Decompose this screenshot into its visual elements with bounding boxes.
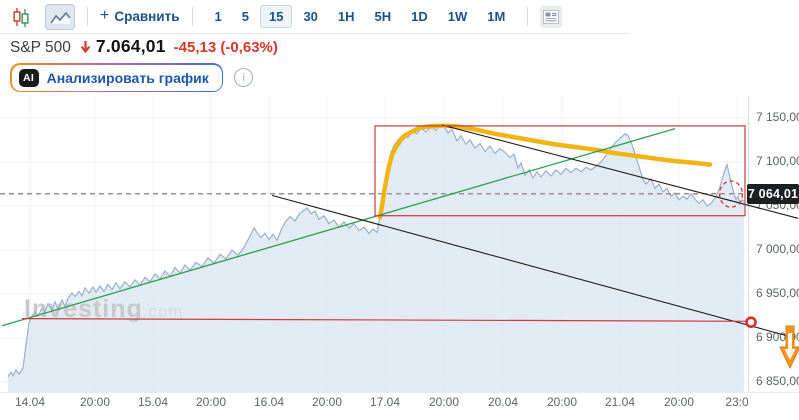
- candlestick-chart-icon[interactable]: [10, 6, 32, 28]
- timeframe-1d[interactable]: 1D: [411, 9, 428, 24]
- x-axis-tick-label: 20:00: [311, 395, 343, 409]
- timeframe-1m[interactable]: 1: [214, 9, 222, 24]
- toolbar-divider: [527, 7, 529, 26]
- x-axis-tick-label: 17.04: [369, 395, 401, 409]
- timeframe-15m[interactable]: 15: [259, 5, 293, 28]
- y-axis-tick-label: 7 150,00: [756, 110, 799, 124]
- chart-toolbar: + Сравнить 1 5 15 30 1H 5H 1D 1W 1M: [0, 0, 799, 33]
- timeframe-5h[interactable]: 5H: [374, 9, 392, 24]
- x-axis-tick-label: 15.04: [137, 395, 169, 409]
- quote-row: S&P 500 7.064,01 -45,13 (-0,63%): [10, 36, 278, 57]
- x-axis-tick-label: 16.04: [253, 395, 285, 409]
- analyze-chart-label: Анализировать график: [46, 69, 209, 86]
- news-panel-icon[interactable]: [540, 5, 563, 28]
- ai-row: AI Анализировать график i: [10, 63, 254, 92]
- compare-button[interactable]: + Сравнить: [100, 7, 180, 25]
- time-axis[interactable]: 14.04 20:00 15.04 20:00 16.04 20:00 17.04 20:00…: [0, 395, 799, 413]
- y-axis-tick-label: 6 950,00: [756, 286, 799, 300]
- price-down-arrow-icon: [80, 40, 91, 58]
- current-price-badge: 7 064,01: [747, 184, 799, 204]
- price-change: -45,13 (-0,63%): [173, 39, 278, 56]
- x-axis-tick-label: 14.04: [14, 395, 46, 409]
- area-chart-type-icon[interactable]: [45, 3, 75, 30]
- instrument-symbol: S&P 500: [10, 39, 71, 56]
- timeframe-1w[interactable]: 1W: [447, 9, 468, 24]
- x-axis-tick-label: 20:00: [428, 395, 460, 409]
- toolbar-divider: [87, 7, 88, 26]
- timeframe-1mo[interactable]: 1M: [487, 9, 506, 24]
- y-axis-tick-label: 7 000,00: [756, 242, 799, 256]
- timeframe-5m[interactable]: 5: [241, 9, 249, 24]
- x-axis-tick-label: 20:00: [195, 395, 227, 409]
- info-icon[interactable]: i: [234, 68, 254, 87]
- timeframe-30m[interactable]: 30: [303, 9, 318, 24]
- toolbar-bottom-border: [0, 33, 630, 34]
- x-axis-border: [0, 392, 799, 393]
- x-axis-tick-label: 20:00: [663, 395, 695, 409]
- plus-icon: +: [100, 7, 110, 24]
- x-axis-tick-label: 20:00: [546, 395, 578, 409]
- last-price: 7.064,01: [95, 36, 166, 56]
- x-axis-tick-label: 20.04: [487, 395, 519, 409]
- x-axis-tick-label: 20:00: [79, 395, 111, 409]
- y-axis-tick-label: 7 100,00: [756, 154, 799, 168]
- analyze-chart-button[interactable]: AI Анализировать график: [10, 63, 224, 92]
- x-axis-tick-label: 23:0: [725, 395, 749, 409]
- ai-badge-icon: AI: [18, 68, 39, 87]
- timeframe-1h[interactable]: 1H: [337, 9, 355, 24]
- x-axis-tick-label: 21.04: [604, 395, 636, 409]
- y-axis-tick-label: 6 850,00: [756, 374, 799, 388]
- compare-label: Сравнить: [114, 9, 180, 24]
- toolbar-divider: [191, 7, 193, 26]
